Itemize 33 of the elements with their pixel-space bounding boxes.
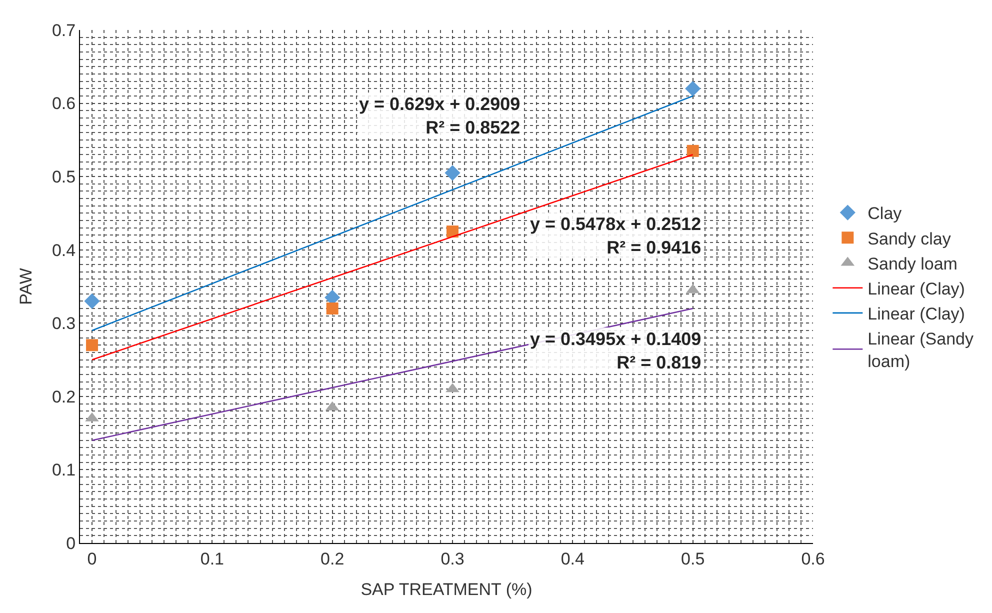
annotation: y = 0.3495x + 0.1409 R² = 0.819 <box>530 329 702 372</box>
legend-label: Sandy clay <box>868 229 952 248</box>
x-tick-label: 0.3 <box>440 549 464 568</box>
point <box>446 226 459 238</box>
y-tick-label: 0.5 <box>52 168 76 187</box>
annotation: y = 0.629x + 0.2909 R² = 0.8522 <box>359 94 520 138</box>
y-tick-label: 0.2 <box>52 387 76 406</box>
legend-label: Clay <box>868 204 902 224</box>
legend-label: Sandy loam <box>868 254 958 274</box>
x-tick-label: 0.4 <box>560 549 584 568</box>
y-tick-label: 0.3 <box>52 314 76 334</box>
x-tick-label: 0.2 <box>320 549 344 568</box>
point <box>685 80 701 96</box>
legend-label: Linear (Clay) <box>868 279 965 298</box>
point <box>686 144 699 157</box>
legend-label: Linear (Sandy loam) <box>868 330 974 371</box>
y-tick-label: 0.7 <box>52 20 76 40</box>
x-tick-label: 0.5 <box>681 549 705 568</box>
point <box>86 339 98 352</box>
legend-label: Linear (Clay) <box>868 304 965 324</box>
y-tick-label: 0.6 <box>52 94 76 114</box>
annotation: y = 0.5478x + 0.2512 R² = 0.9416 <box>530 214 702 258</box>
x-tick-label: 0 <box>87 549 97 568</box>
y-tick-label: 0.4 <box>52 240 76 260</box>
x-axis-title: SAP TREATMENT (%) <box>360 580 532 599</box>
point <box>84 293 100 309</box>
point <box>326 302 338 314</box>
y-tick-label: 0 <box>66 534 76 553</box>
point <box>444 165 460 181</box>
x-tick-label: 0.6 <box>801 549 825 568</box>
y-tick-label: 0.1 <box>52 460 76 480</box>
x-tick-label: 0.1 <box>200 549 224 568</box>
y-axis-title: PAW <box>16 268 36 305</box>
